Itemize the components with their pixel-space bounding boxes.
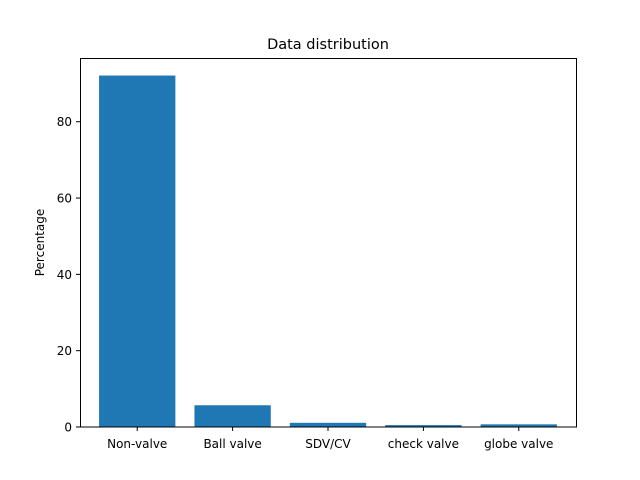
y-tick-label: 60 bbox=[57, 192, 72, 206]
y-tick-label: 0 bbox=[64, 421, 72, 435]
x-tick-label: Ball valve bbox=[203, 437, 261, 451]
y-axis-ticks: 0 20 40 60 80 bbox=[57, 115, 80, 435]
bar-non-valve bbox=[99, 75, 176, 428]
y-tick-label: 20 bbox=[57, 344, 72, 358]
x-tick-label: Non-valve bbox=[107, 437, 167, 451]
bars-group bbox=[99, 75, 557, 428]
bar-ball-valve bbox=[194, 405, 271, 427]
y-axis-label: Percentage bbox=[33, 209, 47, 277]
x-tick-label: SDV/CV bbox=[305, 437, 351, 451]
chart-title: Data distribution bbox=[267, 37, 389, 53]
plot-frame bbox=[80, 58, 577, 428]
y-tick-label: 40 bbox=[57, 268, 72, 282]
bar-sdv-cv bbox=[289, 422, 367, 427]
x-tick-label: globe valve bbox=[484, 437, 553, 451]
y-tick-label: 80 bbox=[57, 115, 72, 129]
x-tick-label: check valve bbox=[388, 437, 459, 451]
bar-globe-valve bbox=[480, 424, 557, 427]
x-axis-ticks: Non-valve Ball valve SDV/CV check valve glob… bbox=[107, 427, 553, 451]
bar-check-valve bbox=[385, 425, 462, 427]
